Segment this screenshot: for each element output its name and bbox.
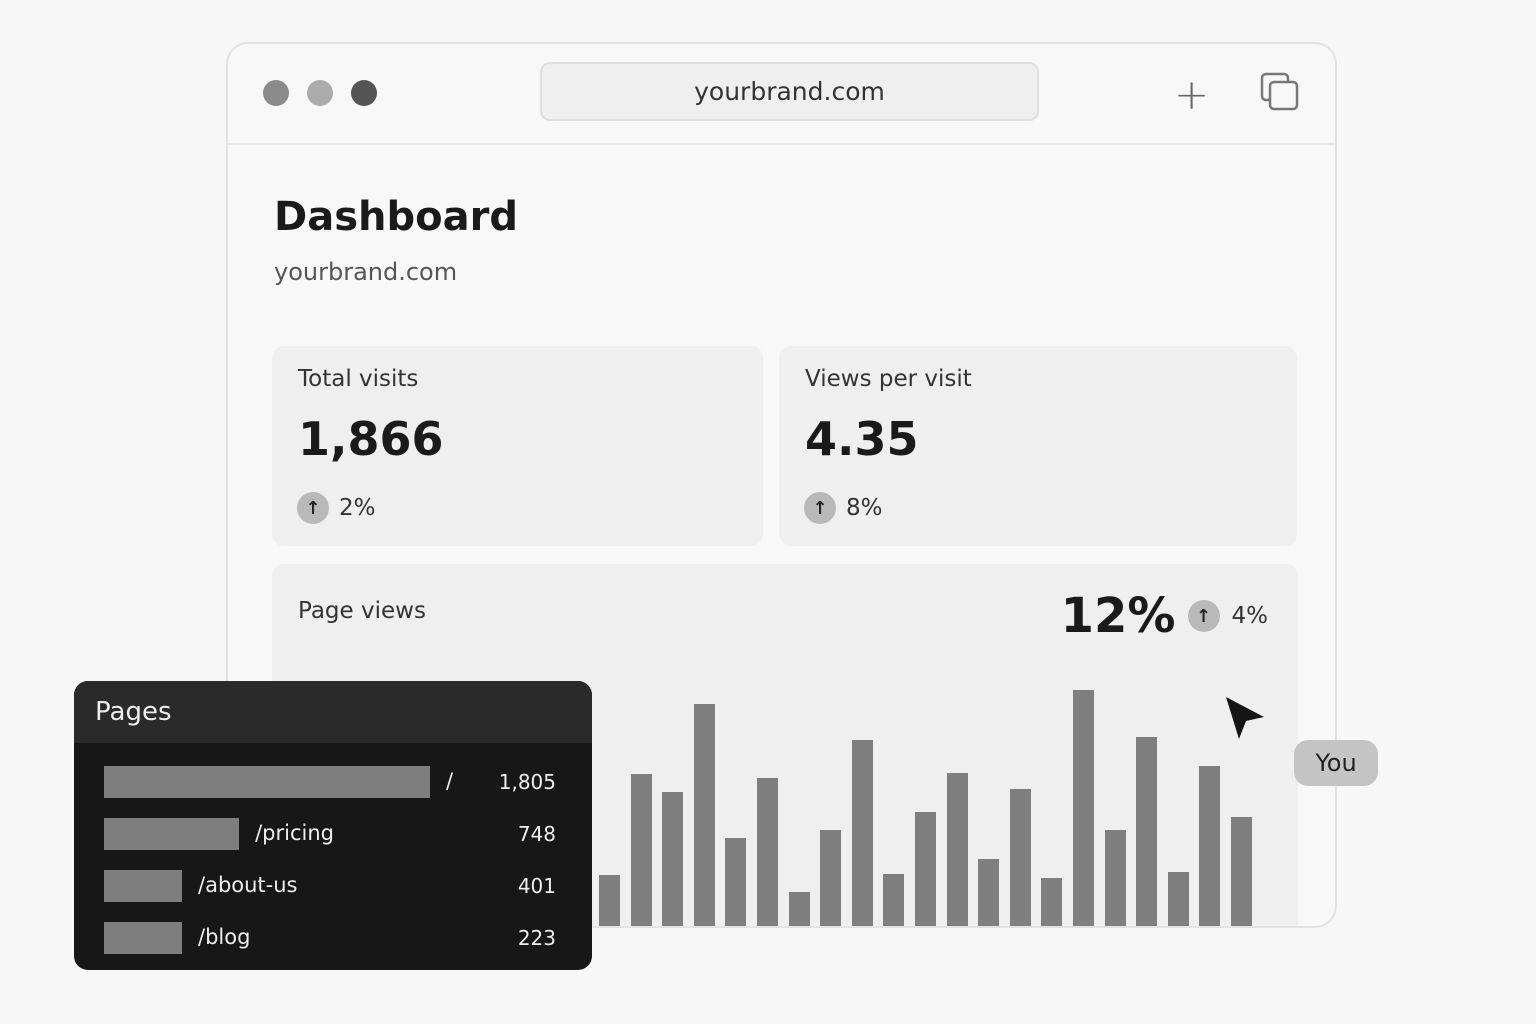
page-path: /pricing	[255, 821, 334, 845]
page-bar	[104, 766, 430, 798]
page-row[interactable]: /about-us 401	[104, 870, 556, 902]
page-row[interactable]: /blog 223	[104, 922, 556, 954]
chart-bar	[1167, 872, 1189, 926]
chart-bar	[1104, 830, 1126, 926]
delta-value: 4%	[1231, 603, 1269, 629]
chart-bar	[978, 859, 1000, 926]
chart-bar	[599, 875, 620, 926]
pages-panel: Pages / 1,805/pricing 748/about-us 401/blog…	[74, 681, 592, 970]
page-row[interactable]: /pricing 748	[104, 818, 556, 850]
arrow-up-icon: ↑	[804, 492, 836, 524]
window-close-button[interactable]	[263, 80, 289, 106]
page-views-count: 748	[517, 822, 556, 846]
card-delta: ↑ 8%	[804, 492, 883, 524]
address-bar[interactable]: yourbrand.com	[540, 62, 1039, 121]
chart-bar	[915, 812, 936, 926]
chart-bar	[1009, 789, 1031, 926]
chart-bar	[630, 774, 652, 926]
page-views-count: 401	[517, 874, 556, 898]
arrow-up-icon: ↑	[1187, 600, 1220, 632]
copy-icon[interactable]	[1260, 72, 1300, 112]
page-path: /about-us	[198, 873, 298, 897]
page-views-count: 1,805	[498, 770, 556, 794]
chart-bar	[1199, 766, 1221, 926]
views-per-visit-card: Views per visit 4.35 ↑ 8%	[779, 346, 1297, 546]
chart-bar	[788, 892, 810, 926]
page-views-value: 12%	[1060, 588, 1176, 644]
chart-bar	[883, 874, 905, 926]
chart-bar	[693, 704, 715, 926]
card-label: Views per visit	[805, 366, 972, 392]
chart-bar	[820, 830, 842, 926]
page-views-stats: 12% ↑ 4%	[1061, 588, 1268, 644]
page-bar	[104, 922, 182, 954]
chart-bar	[851, 740, 873, 926]
window-minimize-button[interactable]	[307, 80, 333, 106]
pages-title: Pages	[74, 681, 592, 743]
chart-bar	[1041, 878, 1063, 926]
chart-bar	[1231, 817, 1252, 926]
page-row[interactable]: / 1,805	[104, 766, 556, 798]
card-delta: ↑ 2%	[297, 492, 376, 524]
total-visits-card: Total visits 1,866 ↑ 2%	[272, 346, 763, 546]
chart-bar	[946, 773, 968, 926]
chart-bar	[725, 838, 747, 926]
delta-value: 8%	[846, 495, 883, 521]
page-bar	[104, 818, 240, 850]
page-path: /blog	[198, 925, 251, 949]
card-value: 4.35	[805, 412, 919, 466]
chart-bar	[1136, 737, 1158, 926]
page-path: /	[446, 769, 454, 793]
card-value: 1,866	[298, 412, 444, 466]
page-subtitle: yourbrand.com	[274, 258, 458, 286]
browser-toolbar: yourbrand.com +	[228, 44, 1335, 145]
cursor-arrow-icon	[1226, 697, 1264, 739]
page-views-chart	[272, 564, 1298, 926]
delta-value: 2%	[339, 495, 376, 521]
card-label: Page views	[298, 598, 426, 624]
page-views-count: 223	[517, 926, 556, 950]
page-title: Dashboard	[274, 194, 518, 240]
cursor-label: You	[1294, 740, 1378, 786]
card-label: Total visits	[298, 366, 419, 392]
chart-bar	[1073, 690, 1094, 926]
chart-bar	[757, 778, 778, 926]
window-maximize-button[interactable]	[351, 80, 377, 106]
plus-icon[interactable]: +	[1174, 70, 1210, 119]
chart-bar	[662, 792, 684, 926]
page-bar	[104, 870, 182, 902]
arrow-up-icon: ↑	[297, 492, 329, 524]
